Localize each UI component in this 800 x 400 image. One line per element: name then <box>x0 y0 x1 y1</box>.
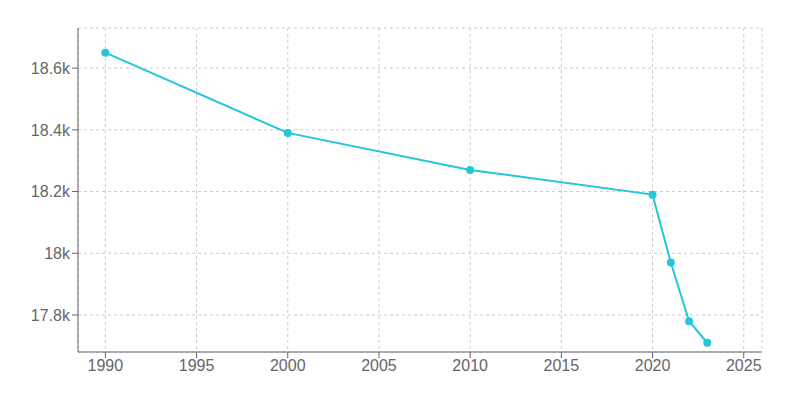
svg-text:18k: 18k <box>44 245 71 262</box>
svg-text:18.4k: 18.4k <box>31 122 71 139</box>
svg-text:2000: 2000 <box>270 357 306 374</box>
svg-text:1995: 1995 <box>179 357 215 374</box>
svg-text:2015: 2015 <box>544 357 580 374</box>
svg-text:17.8k: 17.8k <box>31 307 71 324</box>
svg-text:2025: 2025 <box>726 357 762 374</box>
svg-text:1990: 1990 <box>88 357 124 374</box>
svg-text:18.2k: 18.2k <box>31 183 71 200</box>
svg-text:2020: 2020 <box>635 357 671 374</box>
svg-text:2010: 2010 <box>452 357 488 374</box>
svg-text:18.6k: 18.6k <box>31 60 71 77</box>
svg-text:2005: 2005 <box>361 357 397 374</box>
